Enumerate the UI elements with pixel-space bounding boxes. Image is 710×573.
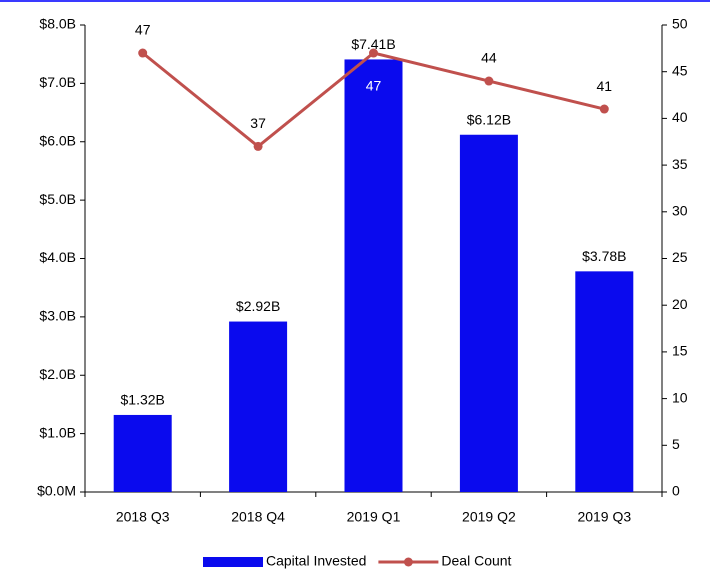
- x-tick-label: 2019 Q1: [347, 509, 401, 525]
- line-point: [138, 48, 148, 58]
- bar-label: $6.12B: [467, 111, 511, 127]
- y2-tick-label: 10: [672, 389, 688, 405]
- y2-tick-label: 25: [672, 249, 688, 265]
- bar-label: $2.92B: [236, 298, 280, 314]
- line-point: [253, 141, 263, 151]
- legend-label: Capital Invested: [266, 553, 366, 569]
- y-tick-label: $8.0B: [39, 16, 76, 32]
- legend-swatch: [403, 557, 413, 567]
- y2-tick-label: 0: [672, 483, 680, 499]
- bar: [113, 414, 172, 492]
- line-label: 37: [250, 115, 266, 131]
- y2-tick-label: 35: [672, 156, 688, 172]
- y-tick-label: $5.0B: [39, 191, 76, 207]
- legend-label: Deal Count: [441, 553, 511, 569]
- y2-tick-label: 15: [672, 343, 688, 359]
- x-tick-label: 2019 Q3: [577, 509, 631, 525]
- bar: [575, 271, 634, 492]
- top-border: [0, 0, 710, 2]
- y2-tick-label: 20: [672, 296, 688, 312]
- x-tick-label: 2019 Q2: [462, 509, 516, 525]
- bar-label: $3.78B: [582, 248, 626, 264]
- line-label: 41: [597, 78, 613, 94]
- bar: [344, 59, 403, 492]
- bar: [229, 321, 288, 492]
- y-tick-label: $1.0B: [39, 424, 76, 440]
- line-point: [484, 76, 494, 86]
- y2-tick-label: 50: [672, 16, 688, 32]
- y-tick-label: $4.0B: [39, 249, 76, 265]
- line-label: 47: [366, 78, 382, 94]
- y-tick-label: $2.0B: [39, 366, 76, 382]
- line-label: 47: [135, 22, 151, 38]
- y2-tick-label: 40: [672, 109, 688, 125]
- y-tick-label: $0.0M: [37, 483, 76, 499]
- bar: [459, 134, 518, 492]
- legend-swatch: [203, 557, 263, 567]
- bar-label: $7.41B: [351, 36, 395, 52]
- line-point: [599, 104, 609, 114]
- y-tick-label: $6.0B: [39, 132, 76, 148]
- y2-tick-label: 5: [672, 436, 680, 452]
- x-tick-label: 2018 Q4: [231, 509, 285, 525]
- line-point: [369, 48, 378, 58]
- y-tick-label: $3.0B: [39, 308, 76, 324]
- y2-tick-label: 30: [672, 203, 688, 219]
- bar-label: $1.32B: [121, 392, 165, 408]
- y-tick-label: $7.0B: [39, 74, 76, 90]
- x-tick-label: 2018 Q3: [116, 509, 170, 525]
- y2-tick-label: 45: [672, 62, 688, 78]
- line-label: 44: [481, 50, 497, 66]
